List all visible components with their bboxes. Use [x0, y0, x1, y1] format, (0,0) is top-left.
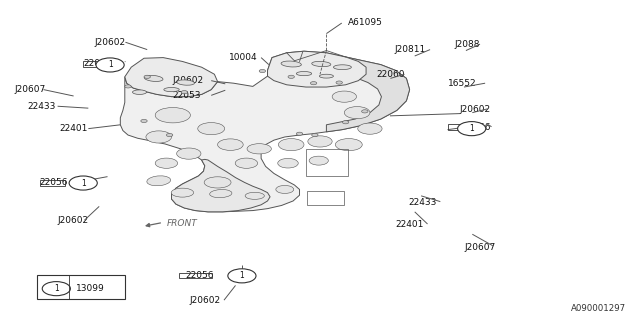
Ellipse shape	[236, 158, 258, 168]
Circle shape	[336, 81, 342, 84]
Ellipse shape	[278, 139, 304, 151]
Text: 13099: 13099	[76, 284, 104, 293]
Circle shape	[312, 133, 318, 137]
Polygon shape	[172, 159, 270, 212]
Ellipse shape	[281, 61, 301, 67]
Ellipse shape	[218, 139, 243, 150]
Ellipse shape	[319, 74, 333, 78]
Circle shape	[166, 133, 173, 137]
Ellipse shape	[204, 177, 231, 188]
Text: J20811: J20811	[394, 45, 426, 54]
Circle shape	[125, 85, 131, 88]
Circle shape	[144, 75, 150, 78]
Circle shape	[310, 82, 317, 85]
Ellipse shape	[177, 148, 201, 159]
Text: 22401: 22401	[396, 220, 424, 229]
Text: A61095: A61095	[348, 18, 382, 27]
Bar	[307, 191, 344, 205]
Text: 22056: 22056	[462, 123, 491, 132]
Circle shape	[259, 69, 266, 73]
Text: 22056: 22056	[186, 271, 214, 280]
Circle shape	[42, 282, 70, 296]
Ellipse shape	[210, 189, 232, 198]
Circle shape	[342, 121, 349, 124]
Text: FRONT: FRONT	[166, 220, 197, 228]
Text: 22060: 22060	[376, 70, 405, 79]
Text: J20607: J20607	[14, 85, 45, 94]
Text: 1: 1	[108, 60, 113, 69]
Text: 1: 1	[54, 284, 59, 293]
Ellipse shape	[296, 71, 312, 76]
Ellipse shape	[278, 158, 298, 168]
Ellipse shape	[198, 123, 225, 135]
Ellipse shape	[309, 156, 328, 165]
Text: J20602: J20602	[95, 38, 126, 47]
Text: J20602: J20602	[173, 76, 204, 85]
Ellipse shape	[144, 75, 163, 82]
Circle shape	[362, 110, 368, 113]
Text: 1: 1	[81, 179, 86, 188]
Text: J20602: J20602	[189, 296, 221, 305]
Circle shape	[288, 75, 294, 78]
Ellipse shape	[308, 136, 332, 147]
Circle shape	[69, 176, 97, 190]
Polygon shape	[326, 57, 410, 132]
Polygon shape	[268, 51, 366, 87]
Ellipse shape	[172, 188, 193, 197]
Ellipse shape	[245, 192, 264, 199]
Bar	[37, 275, 125, 299]
Ellipse shape	[344, 107, 370, 119]
Ellipse shape	[312, 61, 331, 67]
Ellipse shape	[132, 90, 147, 94]
Text: 1: 1	[239, 271, 244, 280]
Ellipse shape	[177, 80, 195, 85]
Text: 22056: 22056	[40, 178, 68, 187]
Text: 22433: 22433	[408, 198, 436, 207]
Circle shape	[181, 91, 188, 94]
Ellipse shape	[335, 139, 362, 151]
Bar	[448, 124, 474, 130]
Text: 10004: 10004	[229, 53, 258, 62]
Ellipse shape	[146, 131, 172, 143]
Ellipse shape	[164, 87, 179, 92]
Bar	[306, 149, 348, 176]
Bar	[40, 180, 65, 186]
Circle shape	[141, 119, 147, 123]
Bar	[83, 61, 109, 67]
Circle shape	[458, 122, 486, 136]
Ellipse shape	[147, 176, 171, 186]
Ellipse shape	[156, 158, 178, 168]
Text: J20602: J20602	[58, 216, 89, 225]
Ellipse shape	[156, 108, 191, 123]
Circle shape	[228, 269, 256, 283]
Ellipse shape	[333, 65, 351, 70]
Ellipse shape	[358, 123, 382, 134]
Ellipse shape	[247, 144, 271, 154]
Polygon shape	[120, 51, 410, 212]
Text: 22053: 22053	[173, 92, 202, 100]
Polygon shape	[125, 58, 218, 97]
Text: A090001297: A090001297	[571, 304, 626, 313]
Text: 1: 1	[469, 124, 474, 133]
Text: J20607: J20607	[465, 243, 496, 252]
Ellipse shape	[332, 91, 356, 102]
Bar	[179, 273, 212, 278]
Text: 16552: 16552	[448, 79, 477, 88]
Ellipse shape	[276, 185, 294, 193]
Text: J2088: J2088	[454, 40, 480, 49]
Circle shape	[296, 132, 303, 135]
Text: 22433: 22433	[27, 102, 55, 111]
Text: 22056: 22056	[83, 60, 112, 68]
Circle shape	[96, 58, 124, 72]
Text: 22401: 22401	[59, 124, 87, 133]
Text: J20602: J20602	[460, 105, 491, 114]
